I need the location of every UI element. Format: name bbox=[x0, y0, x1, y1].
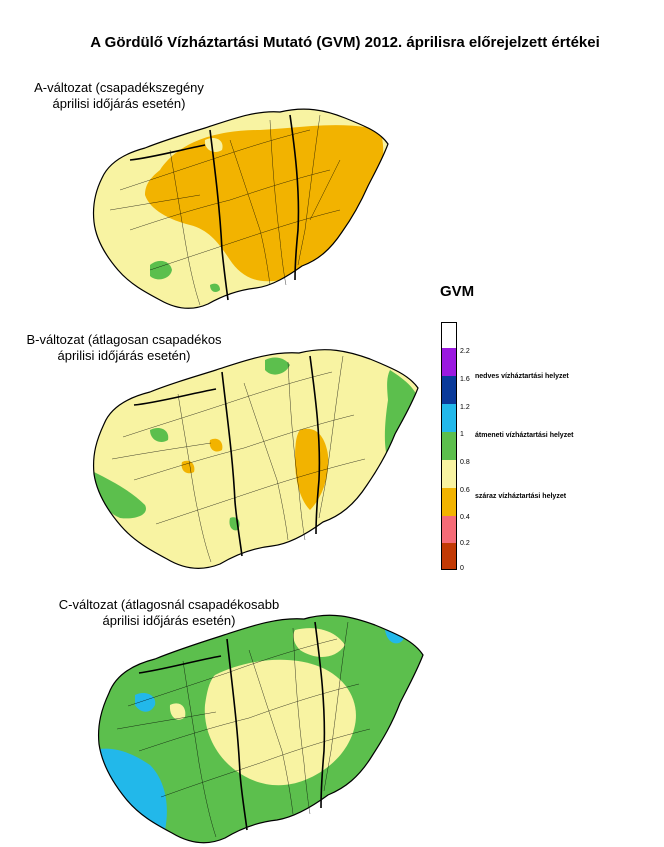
legend-tick: 1 bbox=[460, 431, 464, 438]
variant-a-line1: A-változat (csapadékszegény bbox=[34, 80, 204, 95]
legend-segment-1-6-2-2 bbox=[442, 348, 456, 376]
variant-b-line2: áprilisi időjárás esetén) bbox=[57, 348, 191, 363]
legend-tick: 0.6 bbox=[460, 487, 470, 494]
legend-segment-0-4-0-6 bbox=[442, 488, 456, 516]
legend-desc-wet: nedves vízháztartási helyzet bbox=[475, 373, 569, 380]
legend-segment-1-2-1-6 bbox=[442, 376, 456, 404]
legend-tick: 0.2 bbox=[460, 540, 470, 547]
legend-colorbar bbox=[441, 322, 457, 570]
variant-c-label: C-változat (átlagosnál csapadékosabb ápr… bbox=[44, 597, 294, 629]
legend-segment-0-2-0-4 bbox=[442, 516, 456, 543]
legend-desc-dry: száraz vízháztartási helyzet bbox=[475, 493, 567, 500]
legend-tick: 2.2 bbox=[460, 348, 470, 355]
legend-segment-above-2-2 bbox=[442, 323, 456, 348]
legend-segment-0-8-1 bbox=[442, 432, 456, 460]
map-variant-c bbox=[97, 614, 424, 844]
legend-tick: 1.6 bbox=[460, 376, 470, 383]
legend-title: GVM bbox=[440, 283, 475, 300]
legend-desc-transitional: átmeneti vízháztartási helyzet bbox=[475, 432, 574, 439]
legend-segment-1-1-2 bbox=[442, 404, 456, 432]
map-variant-a bbox=[92, 108, 389, 309]
variant-c-line1: C-változat (átlagosnál csapadékosabb bbox=[58, 597, 280, 612]
legend-segment-0-0-2 bbox=[442, 543, 456, 569]
variant-a-label: A-változat (csapadékszegény áprilisi idő… bbox=[14, 80, 224, 112]
variant-b-line1: B-változat (átlagosan csapadékos bbox=[26, 332, 222, 347]
variant-b-label: B-változat (átlagosan csapadékos április… bbox=[14, 332, 234, 364]
legend-tick: 0.8 bbox=[460, 459, 470, 466]
legend-segment-0-6-0-8 bbox=[442, 460, 456, 488]
legend-tick: 1.2 bbox=[460, 404, 470, 411]
legend-tick: 0 bbox=[460, 565, 464, 572]
variant-a-line2: áprilisi időjárás esetén) bbox=[52, 96, 186, 111]
variant-c-line2: áprilisi időjárás esetén) bbox=[102, 613, 236, 628]
page-title: A Gördülő Vízháztartási Mutató (GVM) 201… bbox=[90, 34, 600, 51]
map-variant-b bbox=[92, 349, 419, 569]
legend-tick: 0.4 bbox=[460, 514, 470, 521]
